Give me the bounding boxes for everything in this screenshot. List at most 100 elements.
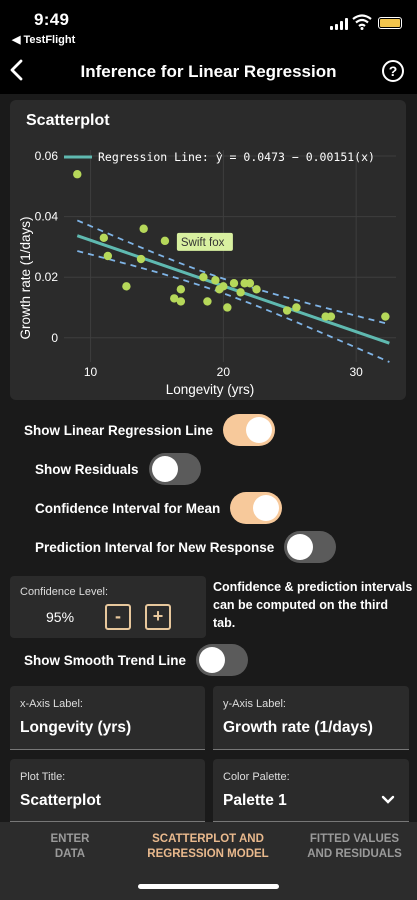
data-point [103,251,113,261]
x-tick-label: 20 [217,365,231,379]
data-point [122,282,131,291]
annotation-swift-fox: Swift fox [176,232,233,251]
confidence-bands [76,219,390,363]
tab-scatterplot-regression[interactable]: SCATTERPLOT AND REGRESSION MODEL [128,832,288,862]
chevron-down-icon [381,795,395,804]
confidence-interval-toggle[interactable] [230,492,283,524]
chart-grid [64,150,396,362]
data-point [219,282,228,291]
toggle-knob [199,647,225,673]
x-tick-label: 30 [349,365,363,379]
tab-label-line: AND RESIDUALS [307,848,402,860]
toggle-row-smooth-trend: Show Smooth Trend Line [24,643,248,677]
data-point [236,288,245,297]
toggle-label: Prediction Interval for New Response [35,539,275,555]
data-point [223,303,232,312]
annotation-label: Swift fox [181,237,225,249]
data-point [99,233,109,243]
tab-enter-data[interactable]: ENTER DATA [30,832,110,862]
toggle-label: Show Smooth Trend Line [24,652,186,668]
battery-icon [378,17,402,29]
question-circle-icon[interactable]: ? [382,60,404,82]
y-tick-label: 0.06 [35,149,59,163]
confidence-level-value: 95% [46,609,75,625]
tab-label-line: FITTED VALUES [309,833,400,845]
annotation-box [176,232,233,251]
data-point [292,303,301,312]
toggle-row-confidence-interval: Confidence Interval for Mean [35,491,283,525]
data-point [160,236,170,246]
plot-title-field[interactable]: Plot Title: Scatterplot [10,759,205,822]
regression-line-toggle[interactable] [223,414,276,446]
confidence-level-box: Confidence Level: 95% - + [10,576,206,638]
field-value: Palette 1 [223,792,287,809]
toggle-knob [246,417,273,443]
y-tick-label: 0 [51,331,58,345]
field-label: y-Axis Label: [223,698,286,710]
x-axis-label-field[interactable]: x-Axis Label: Longevity (yrs) [10,686,205,750]
data-point [229,279,239,288]
y-axis-label: Growth rate (1/days) [18,216,33,339]
x-axis-label: Longevity (yrs) [166,382,255,397]
data-point [381,312,390,321]
interval-note: Confidence & prediction intervals can be… [213,580,413,630]
chart-legend: Regression Line: ŷ = 0.0473 − 0.00151(x) [64,150,375,164]
field-label: Color Palette: [223,771,290,783]
field-label: Plot Title: [20,771,66,783]
y-tick-label: 0.02 [35,270,59,284]
card-title: Scatterplot [26,112,110,129]
toggle-label: Show Linear Regression Line [24,422,214,438]
data-points [73,170,390,321]
color-palette-select[interactable]: Color Palette: Palette 1 [213,759,409,822]
confidence-level-label: Confidence Level: [20,586,109,598]
confidence-band-upper [76,219,390,326]
increase-confidence-button[interactable]: + [145,604,171,630]
signal-icon [330,18,348,30]
tab-fitted-values[interactable]: FITTED VALUES AND RESIDUALS [292,832,417,862]
scatterplot-chart: 10 20 30 0 0.02 0.04 0.06 Regression Line: ŷ =… [18,149,396,397]
data-point [139,224,148,233]
field-value: Growth rate (1/days) [223,719,373,736]
data-point [170,294,179,303]
field-value: Scatterplot [20,792,101,809]
residuals-toggle[interactable] [148,453,201,485]
smooth-trend-toggle[interactable] [196,644,248,676]
data-point [176,297,186,306]
toggle-row-prediction-interval: Prediction Interval for New Response [35,530,337,564]
tab-label-line: REGRESSION MODEL [147,848,269,860]
data-point [203,297,212,306]
scatterplot-card: 10 20 30 0 0.02 0.04 0.06 Regression Line: ŷ =… [10,100,406,400]
prediction-interval-toggle[interactable] [284,531,337,563]
wifi-icon [352,14,372,30]
chevron-left-icon[interactable] [6,58,30,82]
data-point [176,285,186,294]
data-point [326,312,336,321]
main-content: 10 20 30 0 0.02 0.04 0.06 Regression Line: ŷ =… [0,94,417,822]
app-header: Inference for Linear Regression ? [0,48,417,94]
toggle-label: Show Residuals [35,461,139,477]
axis-ticks: 10 20 30 0 0.02 0.04 0.06 [35,149,364,379]
toggle-knob [287,534,314,560]
tab-label-line: DATA [54,848,86,860]
legend-label: Regression Line: ŷ = 0.0473 − 0.00151(x) [98,150,375,164]
data-point [245,279,255,288]
data-point [252,285,261,294]
toggle-knob [253,495,280,521]
page-title: Inference for Linear Regression [80,62,337,81]
field-label: x-Axis Label: [20,698,83,710]
confidence-band-lower [77,250,390,363]
status-time: 9:49 [34,10,70,29]
data-point [282,306,292,315]
decrease-confidence-button[interactable]: - [105,604,131,630]
y-tick-label: 0.04 [35,210,59,224]
field-value: Longevity (yrs) [20,719,132,736]
data-point [211,276,220,285]
back-to-testflight-link[interactable]: ◀ TestFlight [12,34,76,46]
tab-label-line: ENTER [50,833,90,845]
status-bar: 9:49 ◀ TestFlight [0,0,417,48]
toggle-label: Confidence Interval for Mean [35,500,221,516]
y-axis-label-field[interactable]: y-Axis Label: Growth rate (1/days) [213,686,409,750]
toggle-row-regression-line: Show Linear Regression Line [24,413,276,447]
home-indicator [138,884,279,889]
tab-label-line: SCATTERPLOT AND [152,833,264,845]
